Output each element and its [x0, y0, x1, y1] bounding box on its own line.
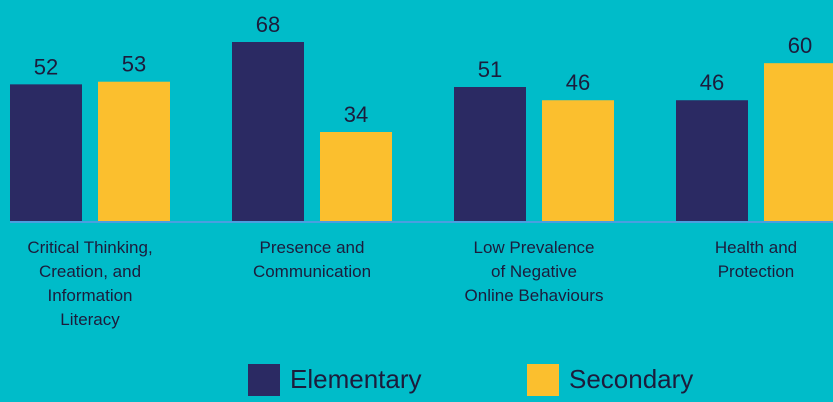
legend-label: Secondary	[569, 364, 693, 394]
legend-swatch	[248, 364, 280, 396]
bar	[320, 132, 392, 222]
value-label: 60	[788, 33, 812, 58]
value-label: 53	[122, 52, 146, 77]
bar	[98, 81, 170, 223]
bar	[232, 42, 304, 222]
category-label: Low Prevalence of Negative Online Behavi…	[464, 238, 604, 305]
value-label: 52	[34, 54, 58, 79]
bar	[454, 87, 526, 222]
value-label: 46	[700, 70, 724, 95]
value-label: 51	[478, 57, 502, 82]
value-label: 34	[344, 102, 368, 127]
category-label: Health and Protection	[714, 238, 798, 281]
bar	[10, 84, 82, 223]
value-label: 46	[566, 70, 590, 95]
legend-swatch	[527, 364, 559, 396]
legend-label: Elementary	[290, 364, 422, 394]
category-label: Presence and Communication	[252, 238, 372, 281]
bar	[676, 100, 748, 222]
value-label: 68	[256, 12, 280, 37]
bar	[764, 63, 833, 223]
category-label: Critical Thinking, Creation, and Informa…	[27, 238, 153, 329]
bar	[542, 100, 614, 222]
